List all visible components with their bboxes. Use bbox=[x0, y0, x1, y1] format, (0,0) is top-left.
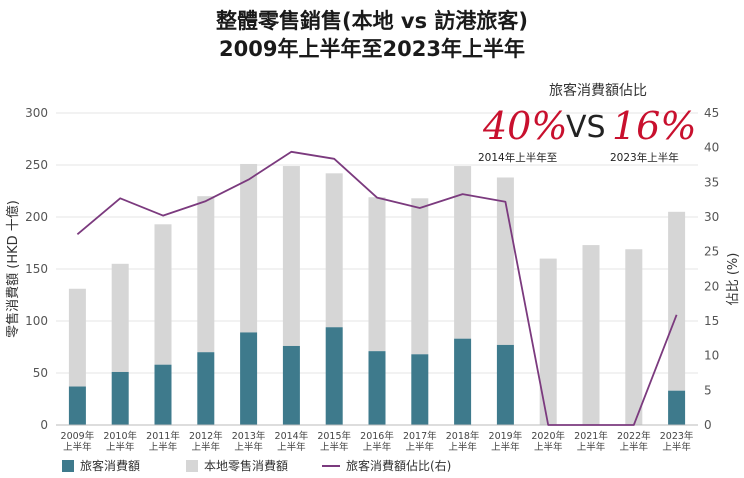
y-tick-label: 50 bbox=[33, 366, 48, 380]
bar-tourist bbox=[282, 345, 300, 425]
bar-local bbox=[411, 198, 429, 355]
legend-item-local: 本地零售消費額 bbox=[186, 457, 288, 474]
x-tick-label-year: 2021年 bbox=[574, 430, 608, 442]
x-tick-label-year: 2011年 bbox=[146, 430, 180, 442]
x-tick-label-half: 上半年 bbox=[63, 441, 92, 453]
x-tick-label-year: 2016年 bbox=[360, 430, 394, 442]
x-tick-label-year: 2014年 bbox=[275, 430, 309, 442]
legend-item-tourist: 旅客消費額 bbox=[62, 457, 140, 474]
y-tick-label: 250 bbox=[25, 158, 48, 172]
y2-tick-label: 45 bbox=[704, 106, 719, 120]
x-tick-label-year: 2022年 bbox=[617, 430, 651, 442]
bar-local bbox=[111, 263, 129, 372]
bar-local bbox=[454, 166, 472, 339]
bar-tourist bbox=[68, 386, 86, 425]
x-tick-label-year: 2009年 bbox=[61, 430, 95, 442]
x-tick-label-half: 上半年 bbox=[577, 441, 606, 453]
x-tick-label-half: 上半年 bbox=[448, 441, 477, 453]
bar-tourist bbox=[368, 351, 386, 425]
chart-title: 整體零售銷售(本地 vs 訪港旅客) bbox=[215, 9, 528, 33]
share-annotation-vs: VS bbox=[566, 110, 606, 145]
share-annotation-right-caption: 2023年上半年 bbox=[610, 152, 679, 164]
x-tick-label-year: 2012年 bbox=[189, 430, 223, 442]
legend-label-local: 本地零售消費額 bbox=[204, 459, 289, 473]
x-tick-label-half: 上半年 bbox=[491, 441, 520, 453]
x-tick-label-half: 上半年 bbox=[149, 441, 178, 453]
chart-subtitle: 2009年上半年至2023年上半年 bbox=[219, 37, 525, 61]
legend-swatch-share bbox=[322, 464, 340, 467]
x-tick-label-half: 上半年 bbox=[534, 441, 563, 453]
y-tick-label: 300 bbox=[25, 106, 48, 120]
share-annotation-right-value: 16% bbox=[612, 104, 697, 148]
y-tick-label: 150 bbox=[25, 262, 48, 276]
x-tick-label-year: 2010年 bbox=[103, 430, 137, 442]
share-line bbox=[76, 150, 678, 426]
y2-tick-label: 35 bbox=[704, 175, 719, 189]
bar-local bbox=[154, 224, 172, 365]
x-tick-label-year: 2019年 bbox=[489, 430, 523, 442]
x-tick-label-half: 上半年 bbox=[192, 441, 221, 453]
y2-tick-label: 30 bbox=[704, 210, 719, 224]
y2-tick-label: 5 bbox=[704, 383, 712, 397]
bar-local bbox=[539, 258, 557, 425]
y2-tick-label: 40 bbox=[704, 141, 719, 155]
x-tick-label-year: 2020年 bbox=[531, 430, 565, 442]
bar-local bbox=[240, 163, 258, 333]
bar-local bbox=[197, 196, 215, 353]
bar-tourist bbox=[454, 338, 472, 425]
y2-tick-label: 10 bbox=[704, 349, 719, 363]
y-tick-label: 100 bbox=[25, 314, 48, 328]
bar-tourist bbox=[154, 364, 172, 425]
bar-local bbox=[582, 245, 600, 425]
x-tick-label-half: 上半年 bbox=[106, 441, 135, 453]
y2-tick-label: 25 bbox=[704, 245, 719, 259]
y2-tick-label: 15 bbox=[704, 314, 719, 328]
x-tick-label-half: 上半年 bbox=[620, 441, 649, 453]
legend-label-tourist: 旅客消費額 bbox=[80, 459, 141, 473]
y2-tick-label: 0 bbox=[704, 418, 712, 432]
bar-tourist bbox=[325, 327, 343, 425]
bar-tourist bbox=[240, 332, 258, 425]
y-tick-label: 200 bbox=[25, 210, 48, 224]
bar-local bbox=[625, 249, 643, 425]
bar-local bbox=[668, 211, 686, 391]
x-tick-label-half: 上半年 bbox=[234, 441, 263, 453]
x-tick-label-year: 2015年 bbox=[317, 430, 351, 442]
legend-item-share: 旅客消費額佔比(右) bbox=[322, 457, 451, 474]
share-annotation-heading: 旅客消費額佔比 bbox=[549, 83, 647, 99]
bar-tourist bbox=[411, 354, 429, 425]
share-annotation-left-caption: 2014年上半年至 bbox=[478, 152, 558, 164]
bar-local bbox=[325, 173, 343, 328]
x-tick-label-half: 上半年 bbox=[363, 441, 392, 453]
y-axis-title: 零售消費額 (HKD 十億) bbox=[5, 200, 21, 338]
bar-tourist bbox=[496, 344, 514, 425]
y2-tick-label: 20 bbox=[704, 279, 719, 293]
x-tick-label-half: 上半年 bbox=[320, 441, 349, 453]
bar-local bbox=[68, 288, 86, 387]
y2-axis-title: 佔比 (%) bbox=[726, 253, 741, 306]
x-tick-label-year: 2017年 bbox=[403, 430, 437, 442]
bar-local bbox=[282, 166, 300, 346]
legend-swatch-tourist bbox=[62, 459, 74, 472]
bar-tourist bbox=[111, 371, 129, 425]
bar-local bbox=[368, 197, 386, 352]
y-tick-label: 0 bbox=[40, 418, 48, 432]
x-tick-label-half: 上半年 bbox=[277, 441, 306, 453]
x-tick-label-year: 2018年 bbox=[446, 430, 480, 442]
x-tick-label-half: 上半年 bbox=[406, 441, 435, 453]
legend-swatch-local bbox=[186, 459, 198, 472]
share-annotation-left-value: 40% bbox=[483, 104, 568, 148]
x-tick-label-half: 上半年 bbox=[662, 441, 691, 453]
x-tick-label-year: 2023年 bbox=[660, 430, 694, 442]
legend-label-share: 旅客消費額佔比(右) bbox=[346, 459, 452, 473]
x-tick-label-year: 2013年 bbox=[232, 430, 266, 442]
bar-tourist bbox=[197, 352, 215, 425]
bar-tourist bbox=[668, 390, 686, 425]
